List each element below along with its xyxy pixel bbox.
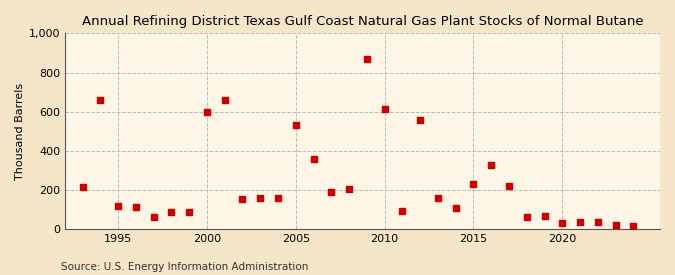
Point <box>628 224 639 229</box>
Y-axis label: Thousand Barrels: Thousand Barrels <box>15 83 25 180</box>
Point <box>450 206 461 210</box>
Point <box>255 196 266 200</box>
Text: Source: U.S. Energy Information Administration: Source: U.S. Energy Information Administ… <box>61 262 308 272</box>
Point <box>219 98 230 102</box>
Point <box>202 109 213 114</box>
Point <box>166 210 177 214</box>
Point <box>433 196 443 200</box>
Title: Annual Refining District Texas Gulf Coast Natural Gas Plant Stocks of Normal But: Annual Refining District Texas Gulf Coas… <box>82 15 643 28</box>
Point <box>326 190 337 194</box>
Point <box>593 220 603 225</box>
Point <box>273 196 284 200</box>
Point <box>361 57 372 61</box>
Point <box>130 205 141 209</box>
Point <box>539 213 550 218</box>
Point <box>521 214 532 219</box>
Point <box>184 210 194 214</box>
Point <box>95 98 106 102</box>
Point <box>504 184 514 188</box>
Point <box>237 197 248 201</box>
Point <box>486 163 497 167</box>
Point <box>557 221 568 226</box>
Point <box>113 204 124 208</box>
Point <box>379 107 390 111</box>
Point <box>77 185 88 189</box>
Point <box>290 123 301 128</box>
Point <box>148 214 159 219</box>
Point <box>344 187 354 191</box>
Point <box>468 182 479 186</box>
Point <box>397 208 408 213</box>
Point <box>610 223 621 228</box>
Point <box>574 220 585 225</box>
Point <box>308 156 319 161</box>
Point <box>414 117 425 122</box>
